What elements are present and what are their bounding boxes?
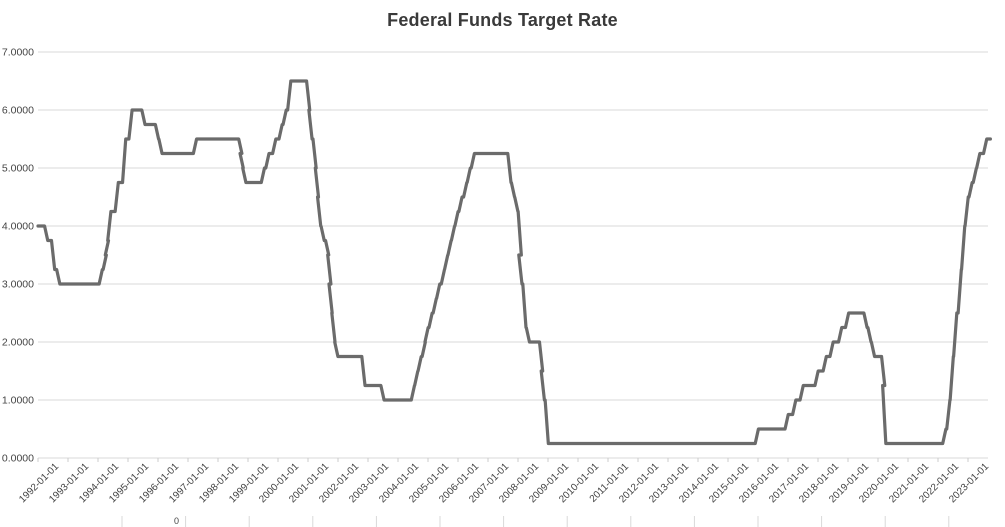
y-axis-tick-label: 5.0000 — [2, 163, 34, 175]
cropped-bottom-label: 0 — [174, 516, 179, 526]
y-axis-tick-label: 3.0000 — [2, 279, 34, 291]
rate-line-series — [36, 79, 992, 446]
y-axis-tick-label: 2.0000 — [2, 337, 34, 349]
y-axis-tick-label: 6.0000 — [2, 105, 34, 117]
y-axis-tick-label: 4.0000 — [2, 221, 34, 233]
y-axis-tick-label: 7.0000 — [2, 47, 34, 59]
y-axis-tick-label: 0.0000 — [2, 453, 34, 465]
y-axis-tick-label: 1.0000 — [2, 395, 34, 407]
chart-title: Federal Funds Target Rate — [387, 10, 618, 30]
